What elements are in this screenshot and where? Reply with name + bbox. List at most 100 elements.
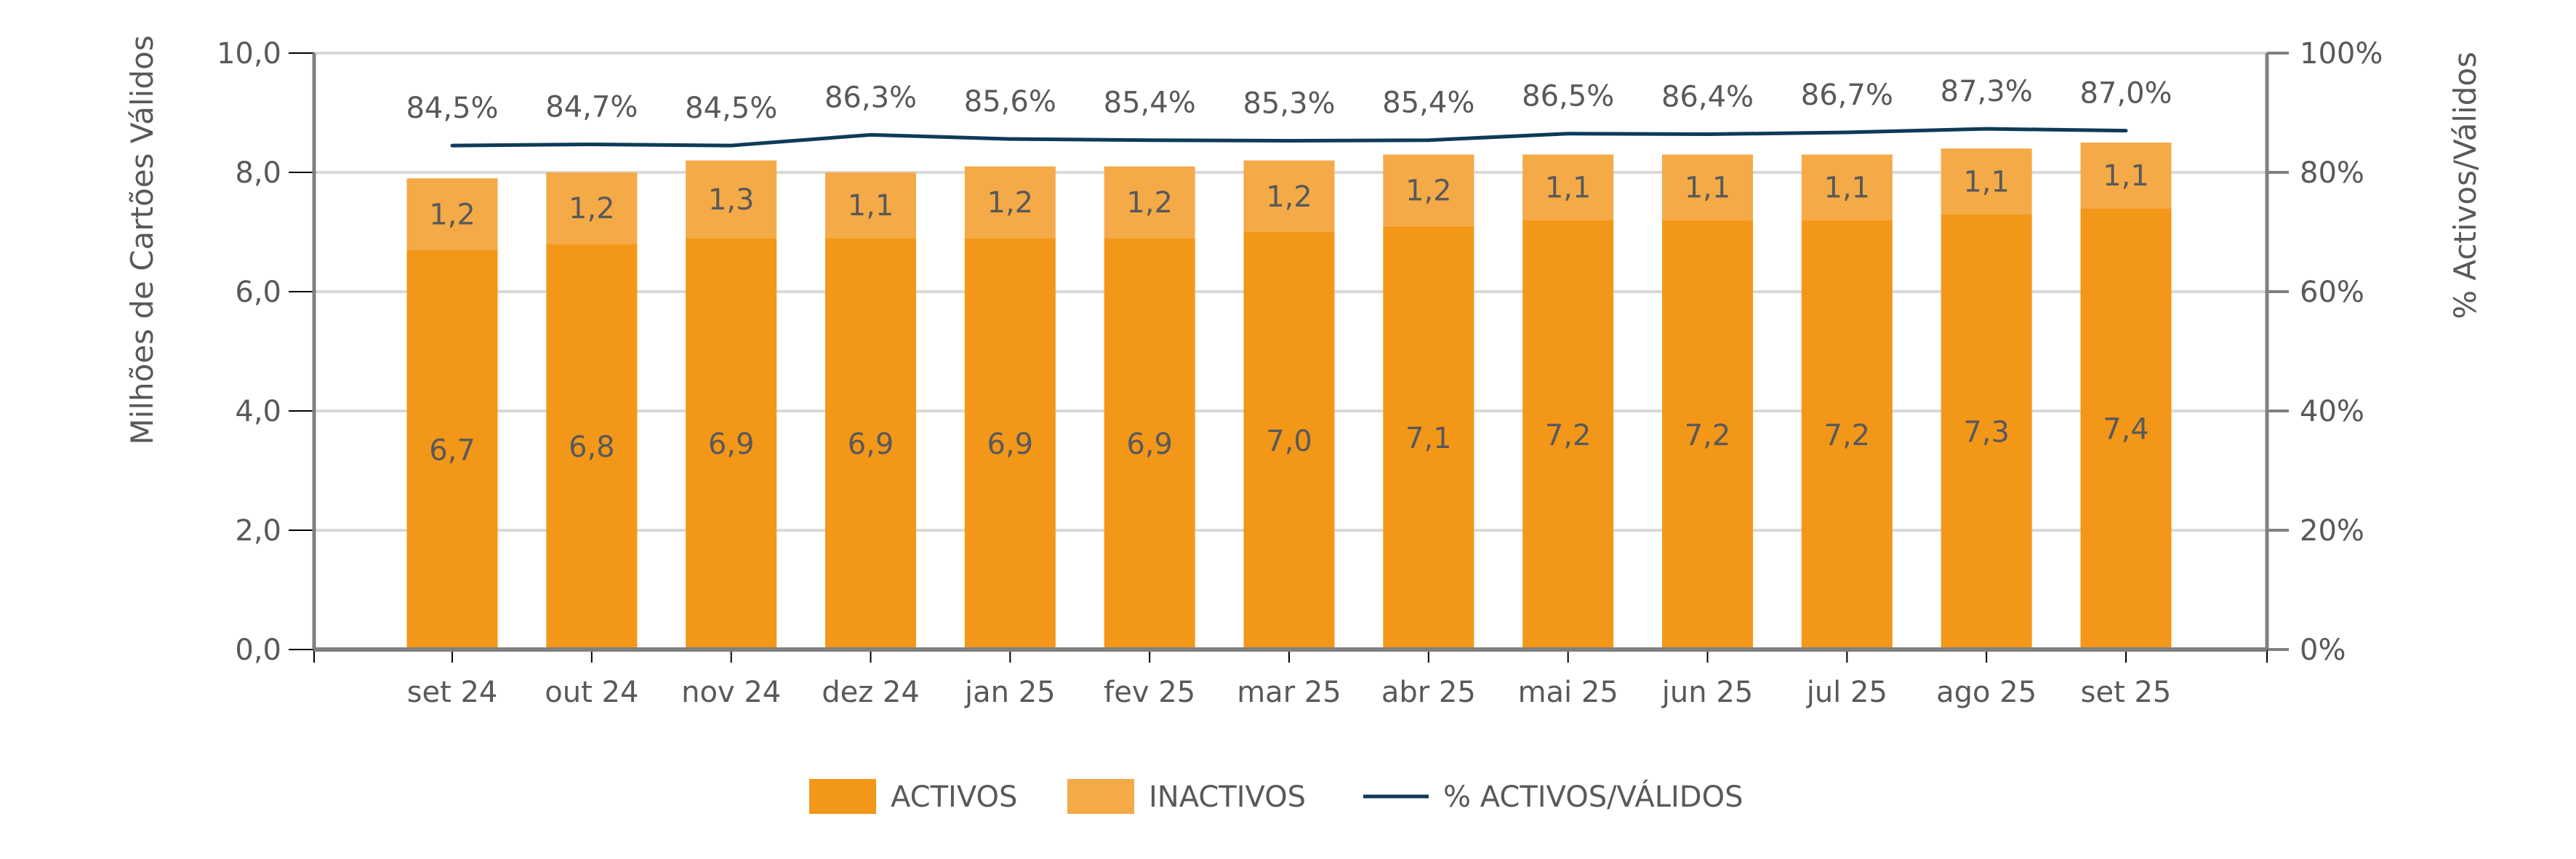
x-tick-label: mar 25 (1237, 676, 1341, 709)
legend-label-inactivos: INACTIVOS (1149, 780, 1306, 814)
line-pct-activos (450, 127, 2128, 148)
y-tick-label: 4,0 (235, 395, 281, 428)
y-tick-label: 8,0 (235, 156, 281, 190)
label-inactivos: 1,1 (1963, 165, 2010, 199)
label-activos: 7,2 (1685, 419, 1731, 452)
bar-inactivos (1104, 166, 1195, 239)
bar-inactivos (964, 166, 1056, 239)
label-inactivos: 1,1 (1545, 172, 1592, 205)
label-pct: 85,4% (1104, 87, 1196, 120)
x-tick-label: out 24 (545, 676, 638, 709)
label-activos: 6,9 (987, 428, 1034, 461)
label-activos: 6,8 (569, 431, 615, 464)
bar-inactivos (686, 160, 777, 239)
x-tick-label: jan 25 (964, 676, 1056, 709)
x-tick-label: nov 24 (681, 676, 781, 709)
bar-inactivos (1941, 148, 2032, 215)
bar-activos (825, 238, 916, 650)
bar-inactivos (1383, 154, 1474, 226)
label-pct: 84,5% (406, 92, 498, 125)
bar-inactivos (1243, 160, 1335, 232)
label-inactivos: 1,2 (1405, 175, 1452, 208)
label-pct: 84,5% (685, 92, 777, 125)
x-tick-label: dez 24 (822, 676, 920, 709)
label-pct: 85,6% (964, 85, 1056, 119)
bar-activos (1243, 232, 1335, 650)
bar-inactivos (546, 172, 638, 244)
label-activos: 7,0 (1266, 425, 1312, 458)
x-tick-label: set 24 (407, 676, 498, 709)
bar-inactivos (406, 178, 498, 250)
bar-activos (686, 238, 777, 650)
bar-activos (1941, 214, 2032, 650)
legend-label-pct: % ACTIVOS/VÁLIDOS (1443, 779, 1743, 814)
label-inactivos: 1,3 (708, 183, 755, 217)
legend-swatch-activos (809, 779, 876, 814)
line-series (450, 127, 2128, 148)
y2-axis-title: % Activos/Válidos (2447, 52, 2483, 319)
y-tick-label: 10,0 (217, 37, 281, 71)
y2-tick-label: 100% (2300, 37, 2383, 71)
x-tick-label: fev 25 (1104, 676, 1195, 709)
x-tick-label: abr 25 (1381, 676, 1476, 709)
legend: ACTIVOS INACTIVOS % ACTIVOS/VÁLIDOS (809, 779, 1743, 814)
y2-tick-label: 20% (2300, 514, 2364, 548)
y2-tick-label: 40% (2300, 395, 2364, 428)
legend-label-activos: ACTIVOS (891, 780, 1017, 814)
bar-activos (1104, 238, 1195, 650)
label-inactivos: 1,2 (569, 192, 615, 225)
axes: 0,0 2,0 4,0 6,0 8,0 10,0 0% 20% 40% 60% 80% 100% set… (217, 37, 2383, 709)
label-activos: 7,1 (1405, 422, 1452, 455)
y2-tick-label: 80% (2300, 156, 2364, 190)
y-tick-label: 0,0 (235, 634, 281, 667)
bar-inactivos (2080, 143, 2172, 209)
bar-activos (406, 249, 498, 650)
bar-activos (1383, 225, 1474, 650)
label-pct: 86,3% (824, 81, 917, 114)
label-pct: 86,7% (1801, 79, 1893, 112)
label-inactivos: 1,1 (1824, 172, 1871, 205)
label-inactivos: 1,2 (1126, 186, 1173, 220)
y-tick-label: 2,0 (235, 514, 281, 548)
label-inactivos: 1,2 (429, 198, 476, 231)
label-activos: 6,9 (848, 428, 894, 461)
bar-activos (546, 244, 638, 650)
label-activos: 6,7 (429, 434, 476, 467)
x-tick-label: jun 25 (1661, 676, 1753, 709)
label-pct: 85,4% (1382, 87, 1474, 120)
y2-tick-label: 0% (2300, 634, 2346, 667)
bar-inactivos (825, 172, 916, 239)
x-tick-label: mai 25 (1518, 676, 1618, 709)
label-pct: 86,5% (1522, 80, 1614, 113)
bar-inactivos (1801, 154, 1893, 220)
bar-activos (2080, 208, 2172, 650)
label-inactivos: 1,2 (987, 186, 1034, 220)
label-inactivos: 1,1 (2103, 159, 2149, 193)
x-tick-label: jul 25 (1806, 676, 1887, 709)
y2-tick-label: 60% (2300, 276, 2364, 309)
label-activos: 7,2 (1824, 419, 1871, 452)
label-pct: 86,4% (1661, 81, 1754, 114)
bars (406, 143, 2172, 650)
label-activos: 6,9 (708, 428, 755, 461)
label-inactivos: 1,1 (1685, 172, 1731, 205)
data-labels: 6,7 1,2 6,8 1,2 6,9 1,3 6,9 1,1 6,9 1,2 6,9 1,2 7,0 1… (406, 75, 2172, 467)
bar-activos (1522, 220, 1614, 650)
label-inactivos: 1,2 (1266, 180, 1312, 214)
bar-activos (1801, 220, 1893, 650)
x-tick-label: ago 25 (1936, 676, 2037, 709)
bar-inactivos (1522, 154, 1614, 220)
label-activos: 6,9 (1126, 428, 1173, 461)
x-tick-label: set 25 (2081, 676, 2172, 709)
label-activos: 7,2 (1545, 419, 1592, 452)
label-activos: 7,4 (2103, 413, 2149, 447)
label-pct: 84,7% (545, 90, 638, 124)
bar-activos (964, 238, 1056, 650)
label-pct: 87,0% (2079, 77, 2172, 111)
y-axis-title: Milhões de Cartões Válidos (124, 35, 160, 444)
y-tick-label: 6,0 (235, 276, 281, 309)
bar-activos (1662, 220, 1753, 650)
label-pct: 85,3% (1243, 87, 1335, 121)
label-pct: 87,3% (1941, 75, 2033, 108)
